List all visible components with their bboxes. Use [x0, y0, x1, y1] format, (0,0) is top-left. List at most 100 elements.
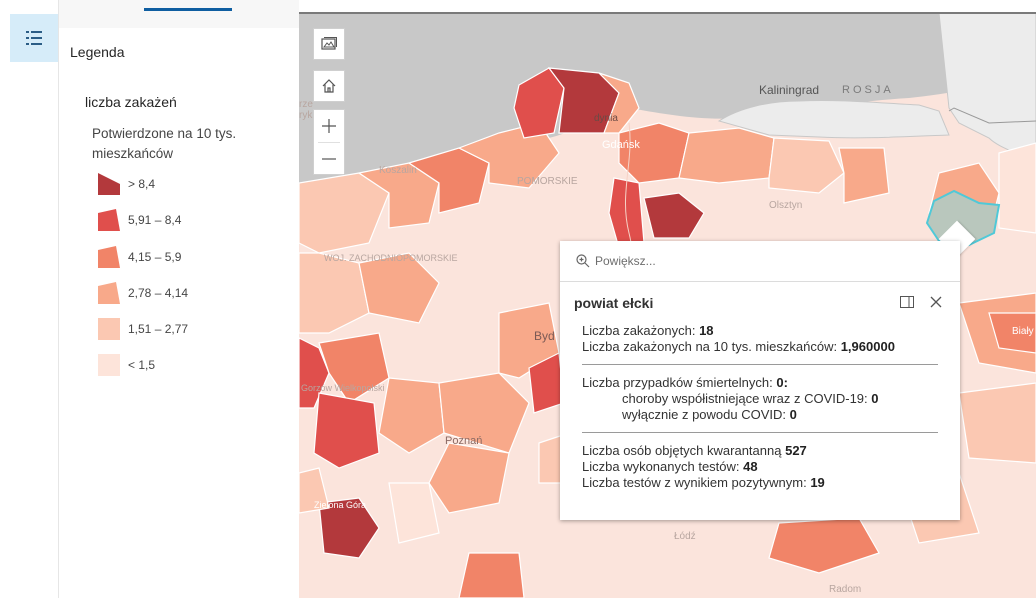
- legend-swatch: [98, 282, 120, 304]
- district: [998, 142, 1036, 234]
- deaths-value: 0:: [776, 375, 788, 390]
- comorbid-value: 0: [871, 391, 879, 406]
- district: [428, 442, 510, 514]
- legend-item: < 1,5: [98, 353, 155, 377]
- district: [299, 252, 370, 334]
- close-button[interactable]: [930, 295, 942, 313]
- district: [768, 517, 880, 574]
- district: [318, 332, 390, 404]
- infections-rate-value: 1,960000: [840, 339, 895, 354]
- legend-item-label: 5,91 – 8,4: [128, 213, 182, 227]
- district: [299, 467, 330, 514]
- legend-swatch: [98, 246, 120, 268]
- label-kaliningrad: Kaliningrad: [759, 83, 820, 97]
- popup-title: powiat ełcki: [574, 295, 654, 311]
- active-tab-indicator: [144, 8, 232, 11]
- kaliningrad-region: [717, 99, 950, 139]
- legend-item-label: 4,15 – 5,9: [128, 250, 182, 264]
- covid-only-row: wyłącznie z powodu COVID: 0: [582, 407, 938, 423]
- legend-item: 1,51 – 2,77: [98, 317, 188, 341]
- covid-only-label: wyłącznie z powodu COVID:: [622, 407, 787, 422]
- district: [438, 372, 530, 454]
- legend-item: 4,15 – 5,9: [98, 245, 181, 269]
- zoom-controls: [313, 109, 345, 175]
- infections-row: Liczba zakażonych: 18: [582, 323, 938, 339]
- legend-toggle-button[interactable]: [10, 14, 58, 62]
- district: [378, 377, 445, 454]
- feature-popup: Powiększ... powiat ełcki Liczba zakażony…: [560, 241, 960, 520]
- quarantine-row: Liczba osób objętych kwarantanną 527: [582, 443, 938, 459]
- list-icon: [26, 31, 42, 45]
- comorbid-label: choroby współistniejące wraz z COVID-19:: [622, 391, 868, 406]
- infections-rate-row: Liczba zakażonych na 10 tys. mieszkańców…: [582, 339, 938, 355]
- quarantine-value: 527: [785, 443, 807, 458]
- district: [643, 192, 705, 239]
- legend-item-label: < 1,5: [128, 358, 156, 372]
- basemap-gallery-button[interactable]: [313, 28, 345, 60]
- legend-title: Legenda: [70, 44, 125, 60]
- zoom-out-button[interactable]: [314, 143, 344, 175]
- zoom-magnifier-icon: [576, 254, 590, 268]
- district: [458, 552, 525, 598]
- district: [313, 392, 380, 469]
- label-gorzow: Gorzów Wielkopolski: [301, 383, 385, 393]
- district: [299, 337, 330, 409]
- close-icon: [930, 296, 942, 308]
- minus-icon: [322, 158, 336, 160]
- label-poznan: Poznań: [445, 435, 483, 447]
- legend-item-label: > 8,4: [128, 177, 156, 191]
- label-olsztyn: Olsztyn: [769, 200, 803, 211]
- label-bydgoszcz: Byd: [534, 329, 555, 343]
- legend-layer-title: liczba zakażeń: [85, 94, 177, 110]
- positive-tests-label: Liczba testów z wynikiem pozytywnym:: [582, 475, 807, 490]
- comorbid-row: choroby współistniejące wraz z COVID-19:…: [582, 391, 938, 407]
- choropleth-map: [299, 13, 1036, 598]
- district: [358, 252, 440, 324]
- legend-item: > 8,4: [98, 172, 155, 196]
- popup-zoom-action[interactable]: Powiększ...: [560, 241, 960, 282]
- infections-value: 18: [699, 323, 714, 338]
- divider: [582, 364, 938, 365]
- label-gdynia: dynia: [594, 113, 618, 124]
- label-pomorskie: POMORSKIE: [517, 176, 578, 187]
- legend-item-label: 2,78 – 4,14: [128, 286, 189, 300]
- deaths-row: Liczba przypadków śmiertelnych: 0:: [582, 375, 938, 391]
- label-koszalin: Koszalin: [379, 165, 417, 176]
- label-russia: ROSJA: [842, 84, 894, 96]
- left-rail: [0, 0, 59, 598]
- home-button[interactable]: [313, 70, 345, 102]
- plus-icon: [322, 119, 336, 133]
- district: [988, 312, 1036, 354]
- district: [388, 482, 440, 544]
- label-radom: Radom: [829, 584, 862, 595]
- legend-panel: Legenda liczba zakażeń Potwierdzone na 1…: [59, 0, 299, 598]
- quarantine-label: Liczba osób objętych kwarantanną: [582, 443, 782, 458]
- tests-row: Liczba wykonanych testów: 48: [582, 459, 938, 475]
- dock-icon: [900, 296, 914, 308]
- label-gdansk: Gdańsk: [602, 139, 640, 151]
- legend-swatch: [98, 354, 120, 376]
- positive-tests-row: Liczba testów z wynikiem pozytywnym: 19: [582, 475, 938, 491]
- infections-rate-label: Liczba zakażonych na 10 tys. mieszkańców…: [582, 339, 838, 354]
- district: [958, 382, 1036, 464]
- deaths-label: Liczba przypadków śmiertelnych:: [582, 375, 773, 390]
- label-zielona-gora: Zielona Góra: [314, 500, 367, 510]
- district: [457, 122, 560, 189]
- covid-only-value: 0: [789, 407, 797, 422]
- popup-zoom-label: Powiększ...: [595, 254, 656, 268]
- label-lodz: Łódź: [674, 531, 696, 542]
- legend-swatch: [98, 173, 120, 195]
- lithuania: [938, 13, 1036, 164]
- positive-tests-value: 19: [810, 475, 825, 490]
- district: [678, 127, 775, 184]
- popup-content: Liczba zakażonych: 18 Liczba zakażonych …: [582, 323, 938, 491]
- basemap-gallery-icon: [321, 37, 337, 50]
- dock-button[interactable]: [900, 295, 914, 313]
- legend-field-title: Potwierdzone na 10 tys. mieszkańców: [92, 126, 237, 161]
- zoom-in-button[interactable]: [314, 110, 344, 142]
- panel-header-bar: [59, 0, 299, 28]
- district: [318, 497, 380, 559]
- label-zachodniopomorskie: WOJ. ZACHODNIOPOMORSKIE: [324, 253, 458, 263]
- district: [838, 147, 890, 204]
- home-icon: [322, 79, 336, 93]
